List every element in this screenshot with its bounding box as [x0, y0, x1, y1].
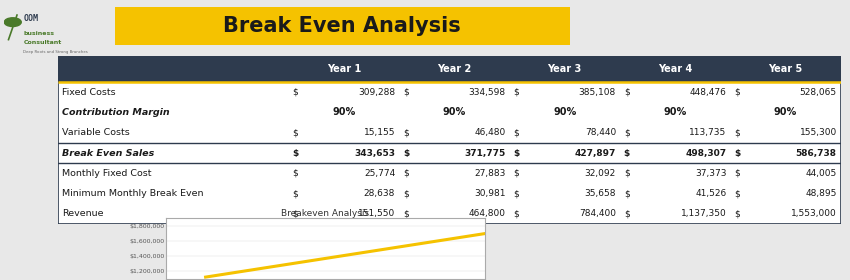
Text: $: $	[403, 189, 409, 198]
Text: 30,981: 30,981	[474, 189, 506, 198]
Text: 528,065: 528,065	[800, 88, 836, 97]
Text: 784,400: 784,400	[579, 209, 616, 218]
Text: $: $	[403, 88, 409, 97]
Text: $: $	[513, 128, 519, 137]
Bar	[58, 163, 841, 183]
Bar	[58, 56, 841, 82]
Bar	[58, 82, 841, 102]
Text: 90%: 90%	[553, 108, 576, 118]
Text: $: $	[624, 88, 630, 97]
Text: 385,108: 385,108	[579, 88, 616, 97]
Text: 15,155: 15,155	[364, 128, 395, 137]
Text: 27,883: 27,883	[474, 169, 506, 178]
Text: 90%: 90%	[664, 108, 687, 118]
Text: 25,774: 25,774	[364, 169, 395, 178]
Text: 151,550: 151,550	[358, 209, 395, 218]
Text: Monthly Fixed Cost: Monthly Fixed Cost	[62, 169, 151, 178]
Text: $: $	[292, 128, 298, 137]
Text: $: $	[513, 189, 519, 198]
Bar	[58, 143, 841, 163]
Text: $: $	[734, 128, 740, 137]
Text: 48,895: 48,895	[805, 189, 836, 198]
Text: $: $	[292, 148, 299, 158]
Text: $: $	[292, 169, 298, 178]
Text: $: $	[734, 209, 740, 218]
Text: Year 3: Year 3	[547, 64, 581, 74]
Text: $: $	[292, 189, 298, 198]
Text: $: $	[292, 88, 298, 97]
Text: 78,440: 78,440	[585, 128, 616, 137]
Text: 44,005: 44,005	[806, 169, 836, 178]
Text: 113,735: 113,735	[689, 128, 727, 137]
Text: $: $	[734, 169, 740, 178]
Text: 46,480: 46,480	[474, 128, 506, 137]
Text: $: $	[403, 209, 409, 218]
Text: Variable Costs: Variable Costs	[62, 128, 129, 137]
Text: $: $	[734, 189, 740, 198]
Text: Deep Roots and Strong Branches: Deep Roots and Strong Branches	[23, 50, 88, 54]
Text: $: $	[624, 128, 630, 137]
Text: 371,775: 371,775	[464, 148, 506, 158]
Text: 90%: 90%	[332, 108, 355, 118]
Text: Break Even Sales: Break Even Sales	[62, 148, 154, 158]
Text: 155,300: 155,300	[800, 128, 836, 137]
Text: 1,553,000: 1,553,000	[791, 209, 836, 218]
Text: Break Even Analysis: Break Even Analysis	[224, 16, 461, 36]
Text: 35,658: 35,658	[585, 189, 616, 198]
Text: $: $	[513, 209, 519, 218]
Bar	[58, 102, 841, 123]
Text: business: business	[23, 31, 54, 36]
Text: Year 5: Year 5	[768, 64, 802, 74]
Text: 90%: 90%	[443, 108, 466, 118]
Text: 448,476: 448,476	[689, 88, 727, 97]
Text: $: $	[624, 148, 630, 158]
Title: Breakeven Analysis: Breakeven Analysis	[281, 209, 369, 218]
Text: 90%: 90%	[774, 108, 797, 118]
Text: 586,738: 586,738	[796, 148, 836, 158]
Text: OOM: OOM	[23, 14, 38, 23]
Text: $: $	[513, 169, 519, 178]
Text: 334,598: 334,598	[468, 88, 506, 97]
Text: 32,092: 32,092	[585, 169, 616, 178]
Text: Minimum Monthly Break Even: Minimum Monthly Break Even	[62, 189, 203, 198]
Text: $: $	[403, 169, 409, 178]
Text: Fixed Costs: Fixed Costs	[62, 88, 116, 97]
Text: $: $	[734, 148, 740, 158]
Text: 498,307: 498,307	[685, 148, 727, 158]
Text: $: $	[734, 88, 740, 97]
Text: $: $	[624, 189, 630, 198]
Text: 28,638: 28,638	[364, 189, 395, 198]
Text: $: $	[292, 209, 298, 218]
Text: Year 2: Year 2	[437, 64, 472, 74]
Text: 309,288: 309,288	[358, 88, 395, 97]
Text: $: $	[403, 148, 410, 158]
Text: 464,800: 464,800	[468, 209, 506, 218]
Text: 343,653: 343,653	[354, 148, 395, 158]
Text: 1,137,350: 1,137,350	[681, 209, 727, 218]
Text: $: $	[403, 128, 409, 137]
Text: Year 1: Year 1	[326, 64, 361, 74]
Text: $: $	[624, 169, 630, 178]
Circle shape	[4, 18, 21, 27]
Bar	[58, 183, 841, 204]
Text: 37,373: 37,373	[694, 169, 727, 178]
Text: $: $	[513, 88, 519, 97]
Text: Consultant: Consultant	[23, 40, 61, 45]
Text: 427,897: 427,897	[575, 148, 616, 158]
Text: Contribution Margin: Contribution Margin	[62, 108, 169, 117]
Text: $: $	[513, 148, 519, 158]
Text: 41,526: 41,526	[695, 189, 727, 198]
Text: $: $	[624, 209, 630, 218]
Bar	[58, 123, 841, 143]
Text: Revenue: Revenue	[62, 209, 103, 218]
Bar	[58, 204, 841, 224]
Text: Year 4: Year 4	[658, 64, 692, 74]
